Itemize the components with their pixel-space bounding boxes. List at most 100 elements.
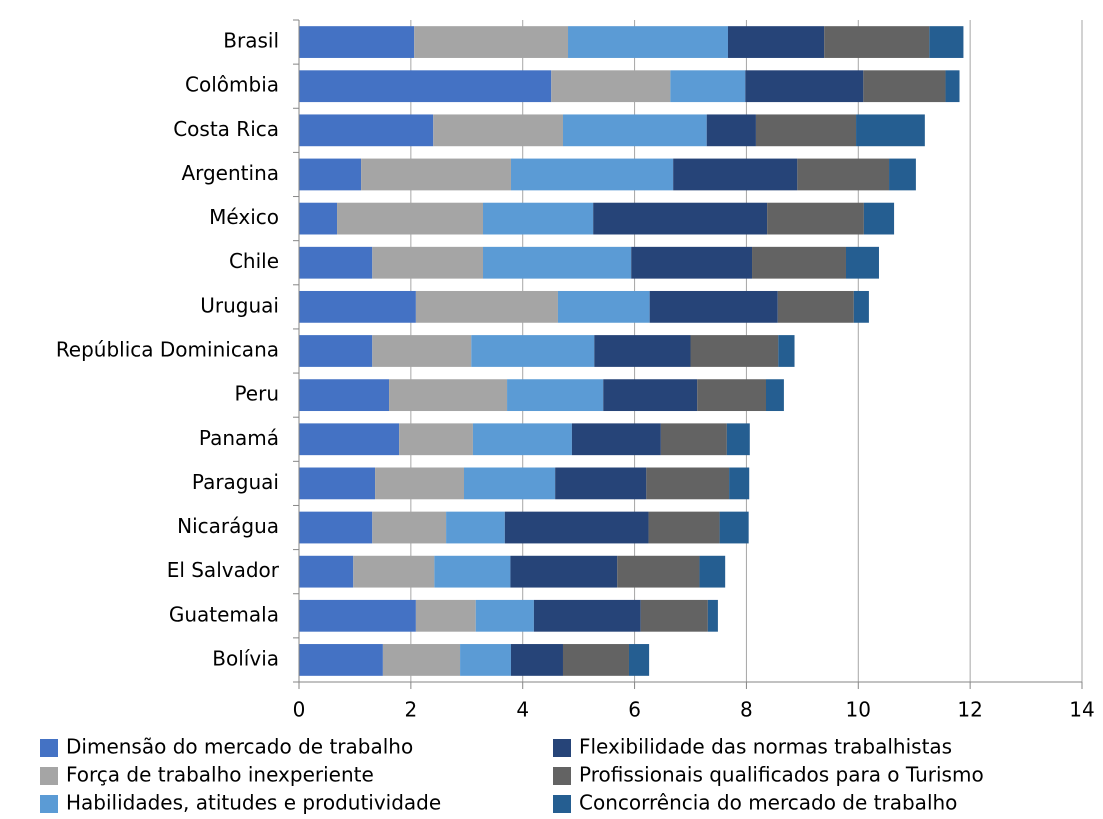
- bar-segment: [533, 599, 641, 632]
- bar-segment: [299, 26, 415, 58]
- x-tick-label: 8: [740, 698, 753, 722]
- bar-segment: [507, 379, 604, 412]
- bar-segment: [510, 555, 618, 588]
- bar-segment: [571, 423, 661, 456]
- bar-segment: [299, 467, 376, 500]
- bar-segment: [649, 290, 778, 323]
- bar-segment: [299, 70, 552, 103]
- legend-swatch: [40, 795, 58, 813]
- legend-label: Força de trabalho inexperiente: [66, 763, 374, 787]
- bar-segment: [562, 114, 707, 147]
- x-tick-label: 0: [293, 698, 306, 722]
- bar-segment: [766, 379, 784, 412]
- bar-segment: [483, 246, 632, 279]
- bar-segment: [673, 158, 798, 191]
- bar-segment: [372, 511, 447, 544]
- bar-segment: [299, 246, 373, 279]
- bar-segment: [337, 202, 484, 235]
- bar-segment: [690, 335, 779, 367]
- bar-segment: [603, 379, 698, 412]
- y-tick-label: México: [209, 205, 279, 229]
- bar-segment: [628, 644, 650, 676]
- bar-segment: [299, 379, 390, 412]
- bar-segment: [767, 202, 864, 235]
- bar-segment: [778, 335, 795, 367]
- bar-segment: [594, 335, 691, 367]
- bar-segment: [824, 26, 930, 58]
- bar-segment: [372, 335, 472, 367]
- bar-segment: [856, 114, 925, 147]
- y-tick-label: Guatemala: [169, 602, 279, 626]
- bar-segment: [551, 70, 671, 103]
- y-tick-label: Chile: [229, 249, 279, 273]
- legend-swatch: [553, 739, 571, 757]
- bar-segment: [697, 379, 767, 412]
- y-tick-label: Nicarágua: [177, 514, 279, 538]
- legend-swatch: [40, 767, 58, 785]
- y-tick-label: Brasil: [223, 29, 279, 53]
- bar-segment: [777, 290, 854, 323]
- bar-segment: [670, 70, 746, 103]
- bar-segment: [299, 202, 338, 235]
- bar-segment: [510, 158, 674, 191]
- bar-segment: [433, 114, 563, 147]
- legend-swatch: [40, 739, 58, 757]
- bar-segment: [299, 423, 400, 456]
- bar-segment: [389, 379, 508, 412]
- bar-segment: [382, 644, 461, 676]
- bar-segment: [562, 644, 629, 676]
- bar-segment: [299, 511, 373, 544]
- legend-swatch: [553, 767, 571, 785]
- bar-segment: [463, 467, 556, 500]
- legend-label: Dimensão do mercado de trabalho: [66, 735, 413, 759]
- bar-segment: [727, 26, 825, 58]
- y-tick-label: Bolívia: [212, 646, 279, 670]
- bar-segment: [863, 202, 895, 235]
- bar-segment: [640, 599, 708, 632]
- y-tick-label: Uruguai: [200, 293, 279, 317]
- bar-segment: [593, 202, 768, 235]
- bar-segment: [299, 335, 373, 367]
- legend-label: Concorrência do mercado de trabalho: [579, 791, 957, 815]
- legend-swatch: [553, 795, 571, 813]
- x-tick-label: 6: [628, 698, 641, 722]
- y-tick-label: Argentina: [181, 161, 279, 185]
- bar-segment: [557, 290, 650, 323]
- bar-segment: [945, 70, 960, 103]
- bar-segment: [299, 158, 362, 191]
- bar-segment: [726, 423, 750, 456]
- bar-segment: [471, 335, 595, 367]
- bar-segment: [845, 246, 879, 279]
- bar-segment: [853, 290, 869, 323]
- bar-segment: [797, 158, 890, 191]
- bar-segment: [299, 114, 434, 147]
- y-tick-label: Costa Rica: [173, 117, 279, 141]
- bar-segment: [472, 423, 572, 456]
- bar-segment: [361, 158, 511, 191]
- bar-segment: [299, 644, 383, 676]
- bar-segment: [745, 70, 864, 103]
- y-tick-label: Panamá: [199, 426, 279, 450]
- bar-segment: [929, 26, 964, 58]
- bar-segment: [648, 511, 720, 544]
- bar-segment: [699, 555, 726, 588]
- bar-segment: [415, 599, 476, 632]
- bar-segment: [889, 158, 916, 191]
- bar-segment: [504, 511, 649, 544]
- bar-segment: [299, 290, 416, 323]
- y-tick-label: Colômbia: [185, 73, 279, 97]
- y-tick-label: República Dominicana: [56, 338, 279, 362]
- bar-segment: [863, 70, 946, 103]
- bar-segment: [414, 26, 569, 58]
- bar-segment: [460, 644, 511, 676]
- y-tick-label: El Salvador: [167, 558, 280, 582]
- bar-segment: [415, 290, 558, 323]
- bar-segment: [719, 511, 749, 544]
- bar-segment: [353, 555, 435, 588]
- bar-segment: [568, 26, 728, 58]
- x-tick-label: 4: [516, 698, 529, 722]
- bar-segment: [707, 599, 718, 632]
- x-tick-label: 10: [846, 698, 871, 722]
- x-tick-label: 2: [404, 698, 417, 722]
- bar-segment: [631, 246, 753, 279]
